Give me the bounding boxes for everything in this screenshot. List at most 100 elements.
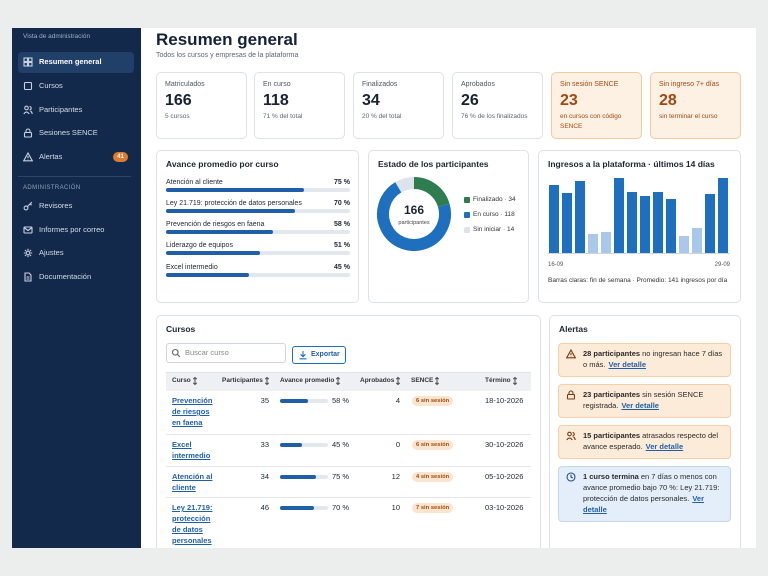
cell-progress: 58 % [332, 396, 350, 405]
kpi-label: Sin ingreso 7+ días [659, 81, 720, 88]
icon [299, 351, 307, 360]
icon [23, 105, 33, 115]
donut-chart [377, 177, 451, 251]
progress-label: Excel intermedio [166, 264, 218, 271]
progress-fill [166, 209, 295, 213]
nav-item[interactable]: Participantes [39, 105, 83, 114]
legend-swatch [464, 227, 470, 233]
panel [156, 150, 359, 303]
kpi-label: Matriculados [165, 81, 205, 88]
alert-card [558, 466, 731, 522]
cell-approved: 10 [391, 503, 400, 512]
icon-shape [27, 57, 33, 63]
sence-badge: 7 sin sesión [412, 503, 454, 513]
nav-item[interactable]: Alertas [39, 152, 63, 161]
icon-shape [566, 349, 576, 359]
nav-item[interactable]: Documentación [39, 272, 92, 281]
panel [538, 150, 741, 303]
icon-shape [24, 105, 29, 111]
export-button[interactable] [292, 346, 346, 364]
icon-shape [27, 201, 33, 207]
column-header[interactable]: Avance promedio [280, 377, 335, 384]
bar [679, 236, 689, 253]
nav-item[interactable]: Sesiones SENCE [39, 128, 98, 137]
alert-link[interactable]: Ver detalle [645, 442, 684, 451]
progress-fill [280, 475, 316, 479]
icon-shape [570, 474, 574, 479]
progress-fill [280, 443, 302, 447]
icon [23, 201, 33, 211]
icon [23, 152, 33, 162]
kpi-value: 166 [165, 92, 192, 109]
kpi-label: En curso [263, 81, 291, 88]
search-box[interactable] [166, 343, 286, 363]
alert-card [558, 425, 731, 459]
course-link[interactable]: Excel intermedio [172, 440, 211, 460]
icon-shape [27, 61, 33, 67]
icon [171, 348, 181, 358]
column-header[interactable]: Curso [172, 377, 191, 384]
nav-item[interactable]: Ajustes [39, 248, 64, 257]
x-label: 29-09 [714, 262, 730, 268]
kpi-sub: 20 % del total [362, 113, 402, 120]
kpi-card [156, 72, 247, 139]
alert-link[interactable]: Ver detalle [608, 360, 647, 369]
alert-card [558, 343, 731, 377]
nav-item[interactable]: Resumen general [39, 57, 102, 66]
cell-approved: 12 [391, 472, 400, 481]
alert-text: 28 participantes no ingresan hace 7 días … [583, 348, 726, 374]
kpi-label: Finalizados [362, 81, 398, 88]
legend-label: En curso · 118 [473, 211, 515, 218]
kpi-sub: sin terminar el curso [659, 113, 718, 120]
cell-end: 03-10-2026 [485, 503, 524, 512]
alert-message: no ingresan hace 7 días o más. [583, 349, 723, 369]
column-header[interactable]: Participantes [222, 377, 263, 384]
cell-progress: 75 % [332, 472, 350, 481]
progress-label: Liderazgo de equipos [166, 242, 233, 249]
bar [627, 192, 637, 253]
cell-participants: 35 [260, 396, 269, 405]
cell-progress: 45 % [332, 440, 350, 449]
icon-shape [567, 431, 572, 437]
progress-label: Ley 21.719: protección de datos personal… [166, 200, 302, 207]
icon [23, 248, 33, 258]
icon-shape [192, 376, 197, 386]
icon-shape [23, 131, 33, 138]
bar [692, 227, 702, 253]
chart-note: Barras claras: fin de semana · Promedio:… [548, 277, 728, 284]
alert-link[interactable]: Ver detalle [583, 494, 705, 514]
nav-item[interactable]: Informes por correo [39, 225, 105, 234]
app-window: Vista de administración Resumen general Cu… [12, 28, 756, 548]
icon-shape [23, 57, 29, 63]
alert-link[interactable]: Ver detalle [621, 401, 659, 410]
nav-item[interactable]: Revisores [39, 201, 73, 210]
kpi-sub: en cursos con código SENCE [560, 113, 622, 130]
kpi-sub: 71 % del total [263, 113, 303, 120]
nav-active-bg [18, 52, 134, 73]
column-header[interactable]: SENCE [411, 377, 434, 384]
column-header[interactable]: Aprobados [360, 377, 395, 384]
course-link[interactable]: Prevención de riesgos en faena [172, 396, 213, 427]
progress-fill [280, 399, 308, 403]
alert-emphasis: 1 curso termina [583, 472, 639, 481]
nav-item[interactable]: Cursos [39, 81, 63, 90]
row-divider [166, 497, 531, 498]
icon-shape [23, 81, 33, 91]
progress-fill [280, 506, 314, 510]
icon [512, 376, 517, 386]
alert-message: en 7 días o menos con avance promedio ba… [583, 472, 720, 503]
icon-shape [566, 472, 576, 482]
icon [23, 226, 33, 234]
bar [601, 231, 611, 253]
icon-shape [25, 250, 31, 256]
kpi-sub: 5 cursos [165, 113, 190, 120]
axis-line [548, 253, 730, 254]
icon [566, 472, 576, 482]
column-header[interactable]: Término [485, 377, 511, 384]
course-link[interactable]: Atención al cliente [172, 472, 213, 492]
progress-label: Atención al cliente [166, 179, 223, 186]
legend-label: Finalizado · 34 [473, 196, 516, 203]
course-link[interactable]: Ley 21.719: protección de datos personal… [172, 503, 213, 545]
icon [435, 376, 440, 386]
icon-shape [25, 128, 31, 133]
